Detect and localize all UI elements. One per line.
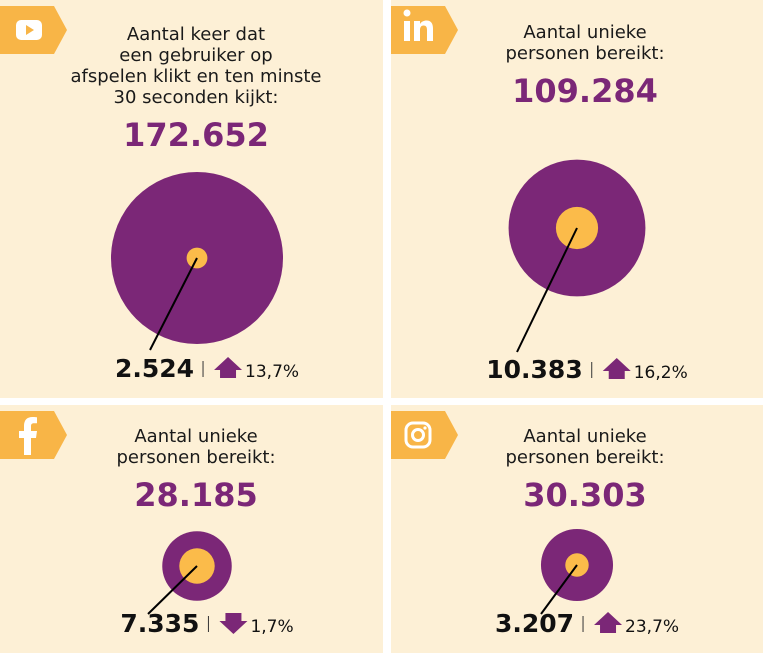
part-value: 2.524 xyxy=(115,354,194,383)
part-value: 10.383 xyxy=(486,355,582,384)
pointer-line xyxy=(516,227,578,353)
icon-shape xyxy=(414,20,433,41)
value-row: 10.383 16,2% xyxy=(486,355,688,384)
icon-shape xyxy=(26,25,34,35)
icon-shape xyxy=(411,428,425,442)
panel-title: personen bereikt: xyxy=(505,447,664,468)
platform-icon xyxy=(0,411,67,459)
trend-arrow xyxy=(214,357,243,378)
part-value: 7.335 xyxy=(120,609,199,638)
trend-arrow xyxy=(602,358,631,379)
change-value: 13,7% xyxy=(245,362,299,382)
trend-arrow xyxy=(219,613,248,634)
value-row: 2.524 13,7% xyxy=(115,354,299,383)
platform-icon xyxy=(0,6,67,54)
platform-icon xyxy=(391,411,458,459)
icon-shape xyxy=(19,417,37,455)
total-value: 109.284 xyxy=(512,72,658,110)
platform-icon xyxy=(391,6,458,54)
pointer-line xyxy=(540,564,578,615)
icon-shape xyxy=(403,9,411,17)
panel-title: Aantal unieke xyxy=(523,22,646,43)
panel-title: personen bereikt: xyxy=(116,447,275,468)
panel-title: Aantal unieke xyxy=(523,426,646,447)
total-value: 172.652 xyxy=(123,116,269,154)
pointer-line xyxy=(149,257,198,351)
value-row: 7.335 1,7% xyxy=(120,609,293,638)
icon-shape xyxy=(404,421,432,449)
panel xyxy=(0,405,383,653)
icon-tag xyxy=(391,6,458,54)
change-value: 16,2% xyxy=(634,363,688,383)
part-value: 3.207 xyxy=(495,609,574,638)
panel-title: 30 seconden kijkt: xyxy=(114,87,279,108)
icon-shape xyxy=(423,426,427,430)
value-row: 3.207 23,7% xyxy=(495,609,679,638)
trend-arrow xyxy=(594,612,623,633)
panel-title: afspelen klikt en ten minste xyxy=(71,66,322,87)
panel-title: personen bereikt: xyxy=(505,43,664,64)
pointer-line xyxy=(147,565,198,615)
icon-shape xyxy=(404,21,410,41)
panel-title: Aantal unieke xyxy=(134,426,257,447)
total-value: 28.185 xyxy=(134,476,257,514)
panel-title: Aantal keer dat xyxy=(127,24,265,45)
change-value: 23,7% xyxy=(625,617,679,637)
panel-title: een gebruiker op xyxy=(119,45,272,66)
total-value: 30.303 xyxy=(523,476,646,514)
change-value: 1,7% xyxy=(250,617,293,637)
